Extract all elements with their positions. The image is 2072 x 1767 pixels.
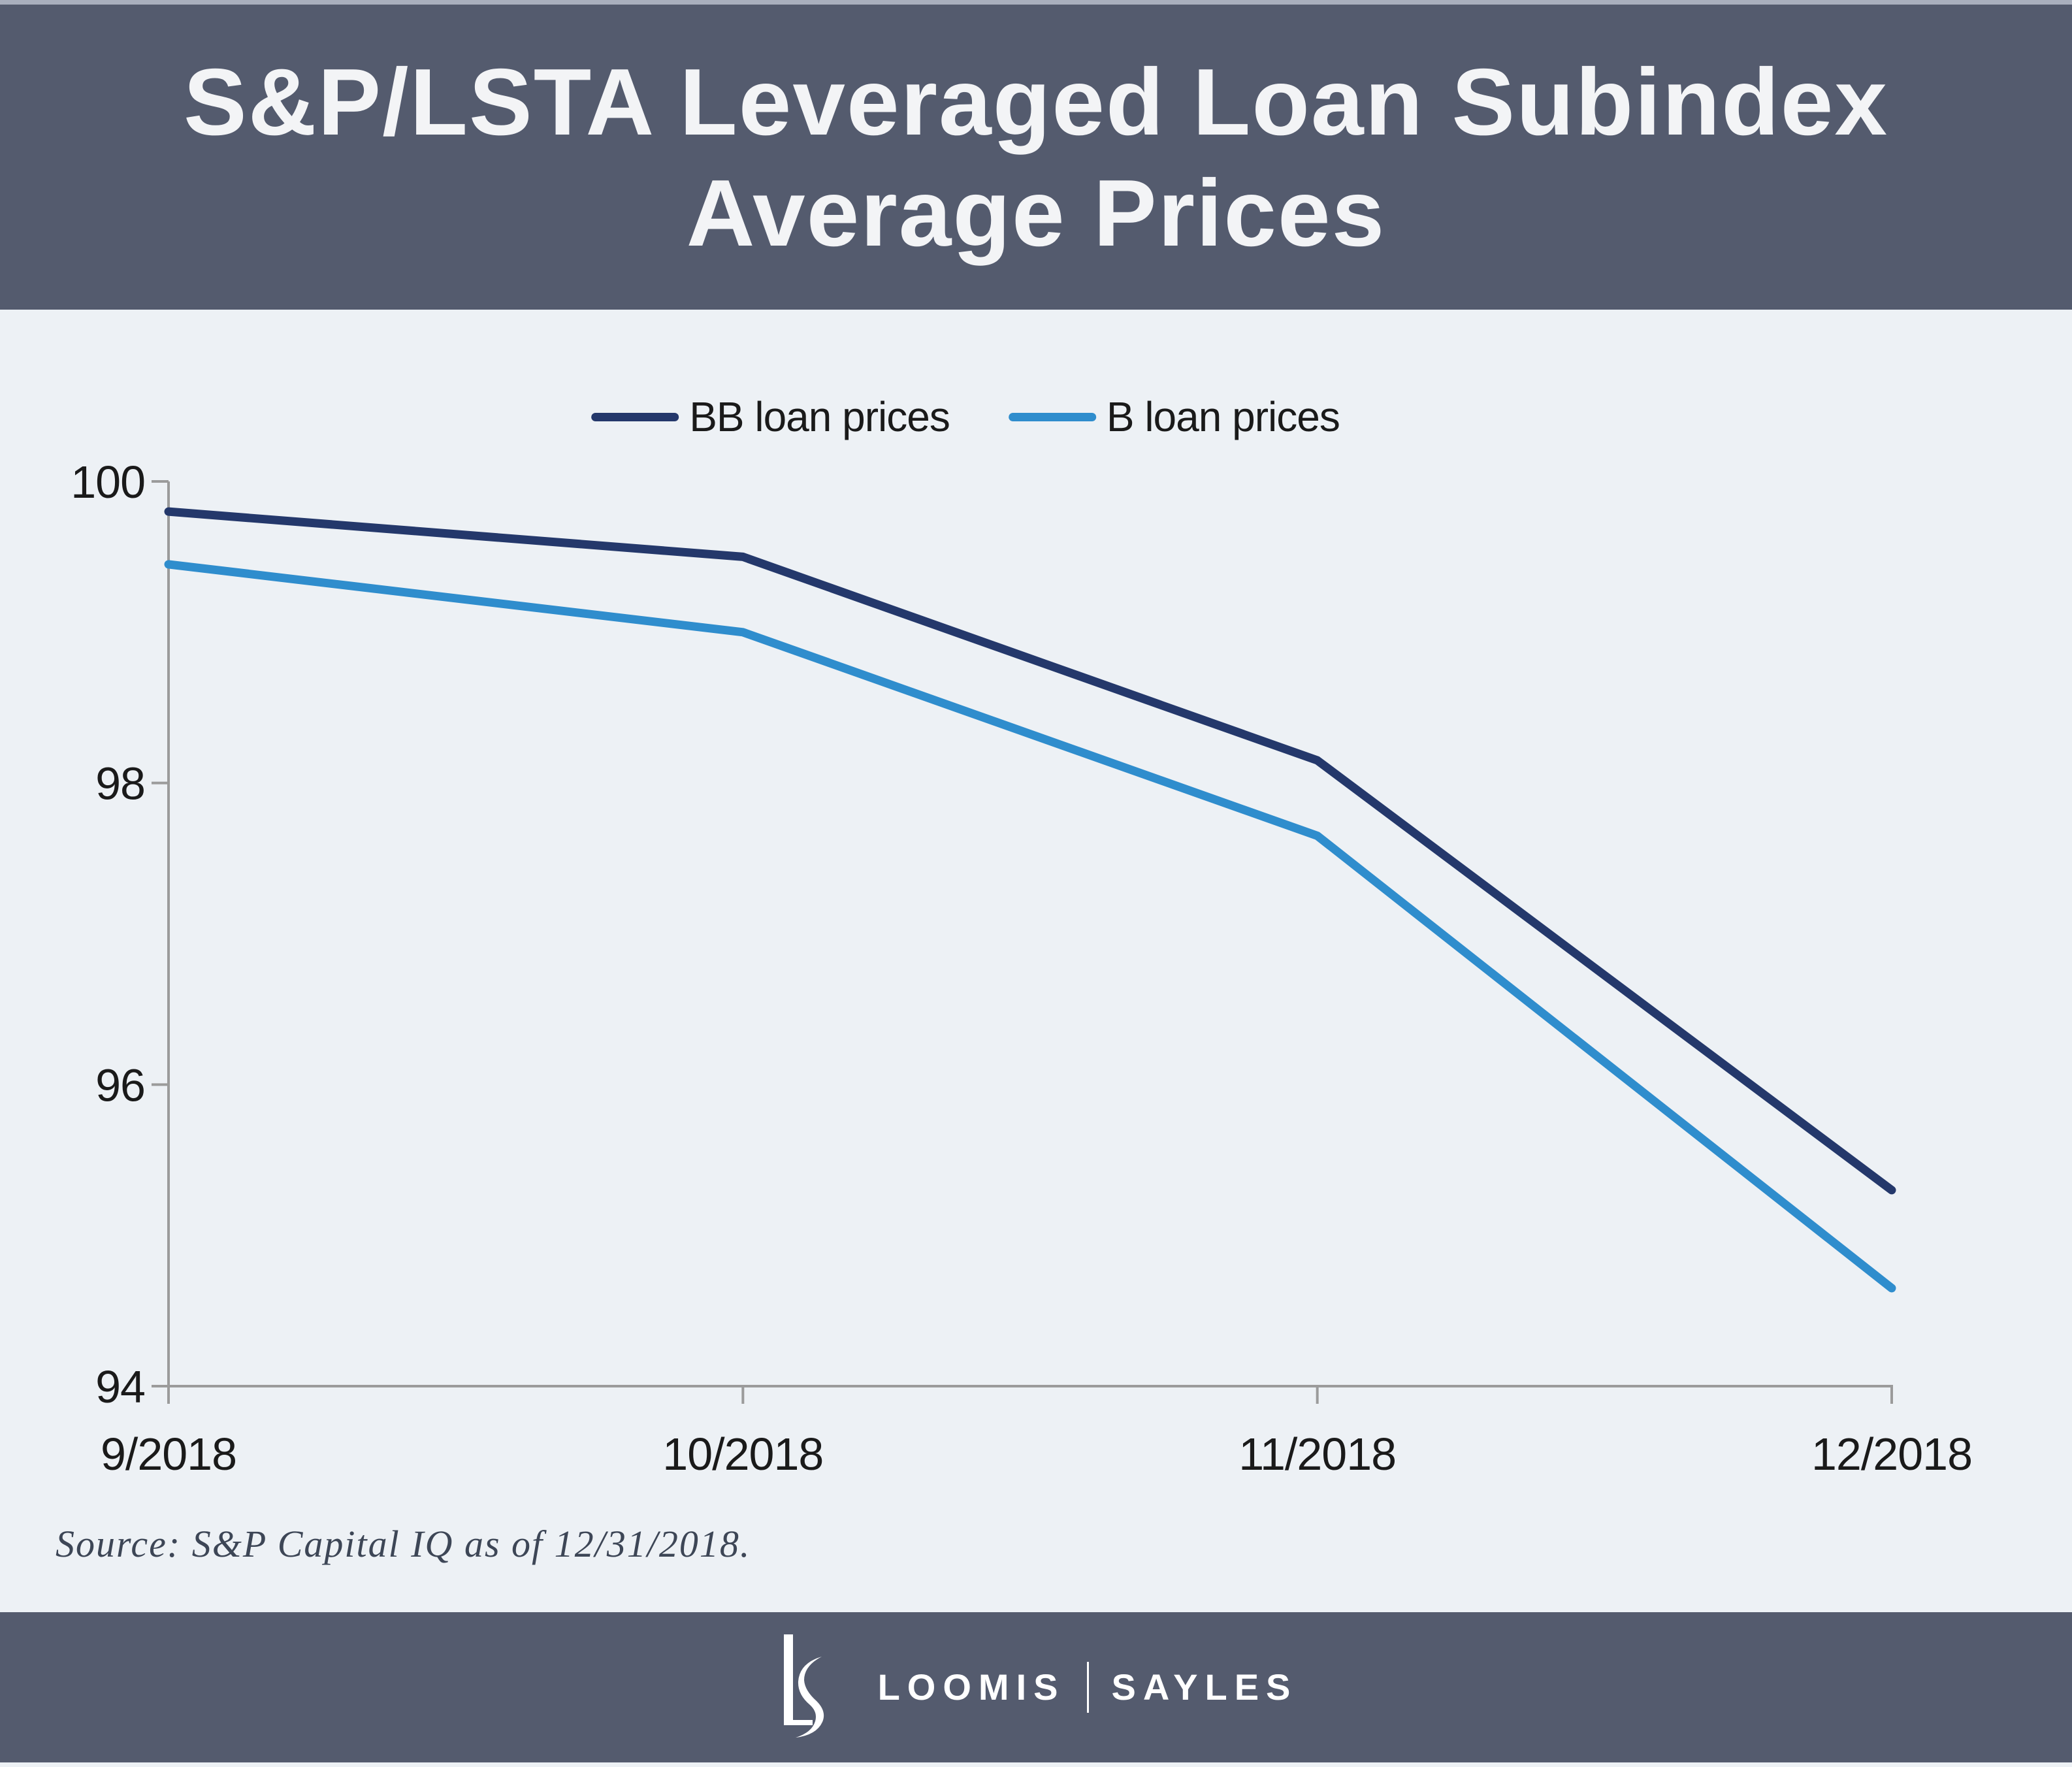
loomis-sayles-wordmark: LOOMIS SAYLES [878, 1662, 1298, 1713]
bb-line-swatch-icon [591, 412, 679, 421]
legend-label-bb: BB loan prices [689, 393, 950, 440]
chart-legend: BB loan prices B loan prices [591, 392, 1340, 442]
legend-item-bb-loan-prices: BB loan prices [591, 393, 950, 441]
footer-band: LOOMIS SAYLES [0, 1612, 2072, 1762]
header-band: S&P/LSTA Leveraged Loan Subindex Average… [0, 5, 2072, 310]
chart-title-line1: S&P/LSTA Leveraged Loan Subindex [184, 48, 1888, 155]
brand-word-sayles: SAYLES [1111, 1666, 1298, 1708]
brand-word-loomis: LOOMIS [877, 1666, 1065, 1708]
legend-item-b-loan-prices: B loan prices [1008, 393, 1340, 441]
svg-text:94: 94 [95, 1361, 145, 1412]
chart-title-line2: Average Prices [686, 159, 1386, 266]
svg-text:10/2018: 10/2018 [662, 1429, 823, 1480]
loomis-sayles-ls-monogram-icon [783, 1634, 824, 1738]
svg-text:12/2018: 12/2018 [1811, 1429, 1972, 1480]
source-note: Source: S&P Capital IQ as of 12/31/2018. [56, 1523, 751, 1565]
svg-text:96: 96 [95, 1060, 145, 1110]
b-line-swatch-icon [1008, 412, 1096, 421]
svg-text:98: 98 [95, 758, 145, 809]
svg-text:9/2018: 9/2018 [101, 1429, 236, 1480]
svg-text:100: 100 [71, 457, 145, 508]
top-edge-strip [0, 0, 2072, 5]
brand-divider-line [1087, 1662, 1090, 1713]
legend-label-b: B loan prices [1106, 393, 1340, 440]
svg-text:11/2018: 11/2018 [1238, 1429, 1396, 1480]
